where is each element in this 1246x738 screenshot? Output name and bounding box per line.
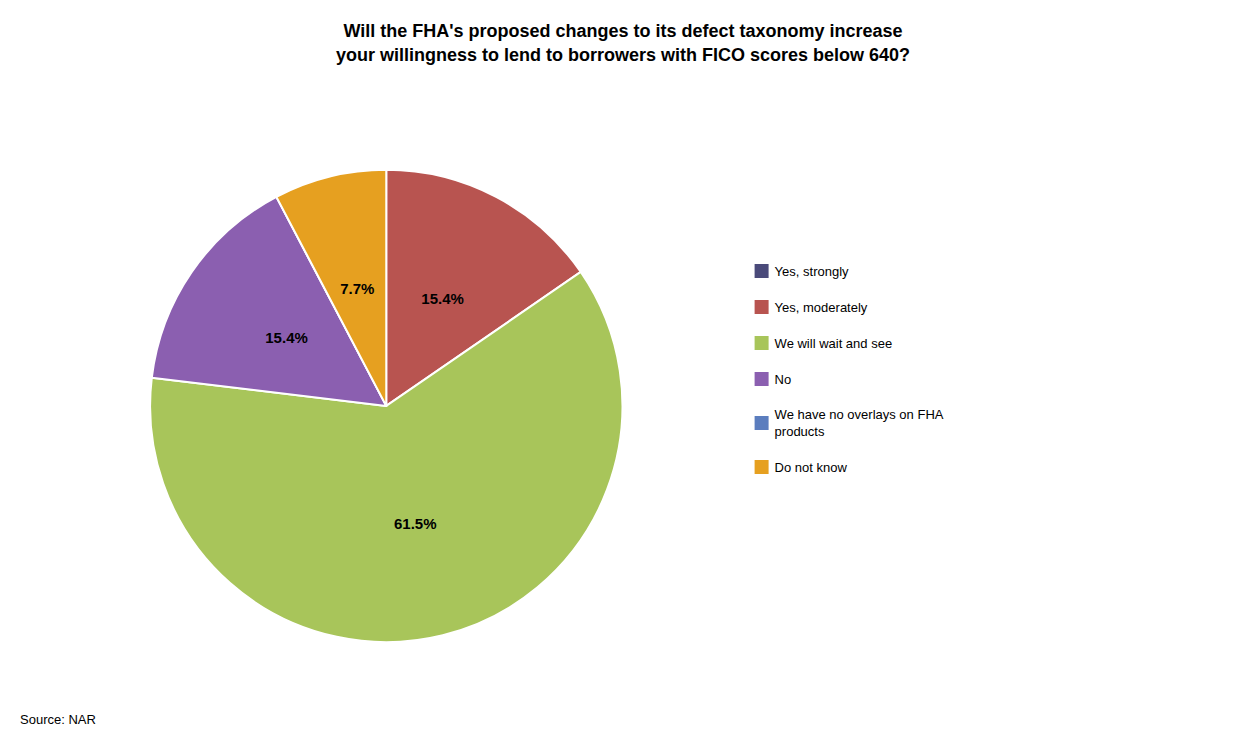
svg-text:products: products xyxy=(775,424,825,439)
svg-text:your willingness to lend to bo: your willingness to lend to borrowers wi… xyxy=(336,45,910,65)
svg-text:Do not know: Do not know xyxy=(775,460,848,475)
svg-text:We have no overlays on FHA: We have no overlays on FHA xyxy=(775,407,944,422)
svg-text:We will wait and see: We will wait and see xyxy=(775,336,893,351)
svg-text:Will the FHA's proposed change: Will the FHA's proposed changes to its d… xyxy=(343,21,902,41)
svg-text:15.4%: 15.4% xyxy=(421,290,464,307)
svg-text:Yes, strongly: Yes, strongly xyxy=(775,264,849,279)
svg-text:Yes, moderately: Yes, moderately xyxy=(775,300,868,315)
svg-text:15.4%: 15.4% xyxy=(265,329,308,346)
svg-text:7.7%: 7.7% xyxy=(340,280,374,297)
svg-text:Source: NAR: Source: NAR xyxy=(20,712,96,727)
svg-text:No: No xyxy=(775,372,792,387)
svg-text:61.5%: 61.5% xyxy=(394,515,437,532)
